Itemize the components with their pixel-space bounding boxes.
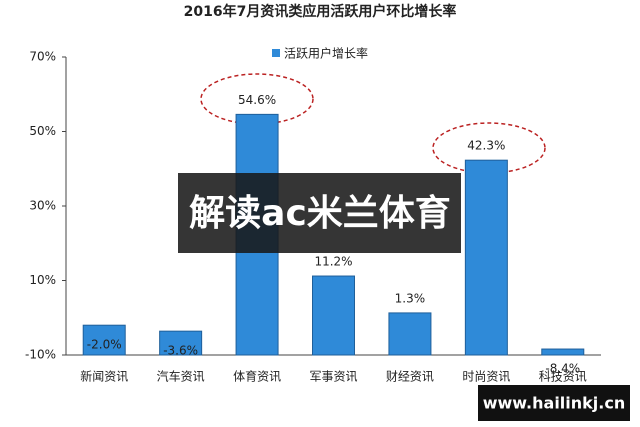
data-label: -8.4% xyxy=(545,362,580,376)
y-tick-label: 10% xyxy=(29,273,56,287)
data-label: 42.3% xyxy=(467,139,505,153)
bar xyxy=(159,330,203,356)
x-tick-label: 时尚资讯 xyxy=(462,370,510,384)
x-tick-label: 新闻资讯 xyxy=(80,369,128,384)
data-label: 1.3% xyxy=(395,291,426,305)
y-tick-label: -10% xyxy=(25,348,56,362)
y-tick-label: 70% xyxy=(29,50,56,64)
bar xyxy=(388,312,432,356)
data-label: 54.6% xyxy=(238,93,276,107)
footer-watermark: www.hailinkj.cn xyxy=(483,394,626,413)
y-tick-label: 30% xyxy=(29,199,56,213)
y-tick-label: 50% xyxy=(29,124,56,138)
bar xyxy=(312,275,355,356)
x-tick-label: 科技资讯 xyxy=(539,370,587,384)
bar xyxy=(82,324,126,356)
data-label: -3.6% xyxy=(163,344,198,358)
plot: -10% 10% 30% 50% 70% 新闻资讯 汽车资讯 体育资讯 军事资讯 财经资讯 时尚资讯… xyxy=(25,50,587,384)
chart-title: 2016年7月资讯类应用活跃用户环比增长率 xyxy=(184,3,457,20)
data-label: 11.2% xyxy=(314,255,352,269)
legend-label: 活跃用户增长率 xyxy=(284,46,368,61)
x-tick-label: 汽车资讯 xyxy=(157,369,205,384)
x-tick-label: 体育资讯 xyxy=(233,369,281,384)
bar xyxy=(464,159,508,356)
footer-band xyxy=(478,385,630,421)
legend-swatch xyxy=(272,49,280,57)
watermark-band xyxy=(178,173,461,253)
x-tick-label: 财经资讯 xyxy=(386,370,434,384)
watermark: 解读ac米兰体育 xyxy=(189,193,451,234)
data-label: -2.0% xyxy=(87,338,122,352)
x-tick-label: 军事资讯 xyxy=(309,370,357,384)
bar xyxy=(541,348,585,356)
